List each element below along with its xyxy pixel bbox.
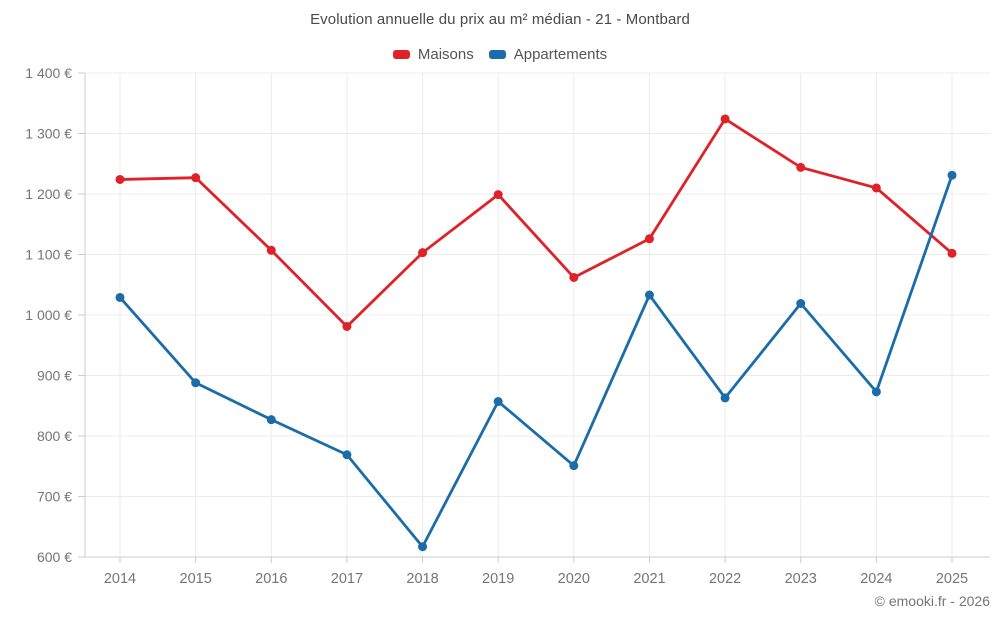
legend-label-appartements: Appartements bbox=[513, 46, 608, 63]
x-axis-tick-label: 2025 bbox=[936, 571, 968, 587]
x-axis-tick-label: 2023 bbox=[785, 571, 817, 587]
data-point-appartements-2020 bbox=[569, 461, 579, 471]
y-axis-tick-label: 1 300 € bbox=[25, 126, 72, 142]
data-point-maisons-2015 bbox=[191, 173, 201, 183]
y-axis-tick-label: 900 € bbox=[37, 368, 72, 384]
x-axis-tick-label: 2022 bbox=[709, 571, 741, 587]
data-point-maisons-2024 bbox=[871, 183, 881, 193]
data-point-appartements-2015 bbox=[191, 378, 201, 388]
data-point-maisons-2017 bbox=[342, 321, 352, 331]
grid-horizontal bbox=[78, 72, 990, 558]
series-maisons bbox=[115, 114, 957, 331]
data-point-maisons-2025 bbox=[947, 248, 957, 258]
x-axis-tick-label: 2018 bbox=[406, 571, 438, 587]
x-axis-tick-label: 2017 bbox=[331, 571, 363, 587]
y-axis-tick-label: 1 400 € bbox=[25, 65, 72, 81]
legend-label-maisons: Maisons bbox=[417, 46, 474, 63]
data-point-appartements-2025 bbox=[947, 170, 957, 180]
x-axis-tick-label: 2015 bbox=[180, 571, 212, 587]
axes bbox=[84, 73, 990, 558]
series-line-appartements bbox=[118, 173, 954, 549]
chart-title: Evolution annuelle du prix au m² médian … bbox=[310, 11, 690, 28]
data-point-appartements-2019 bbox=[493, 397, 503, 407]
footer-credit: © emooki.fr - 2026 bbox=[874, 593, 990, 609]
chart-legend: Maisons Appartements bbox=[0, 46, 1000, 63]
x-axis-tick-label: 2020 bbox=[558, 571, 590, 587]
data-point-appartements-2014 bbox=[115, 292, 125, 302]
y-axis-tick-label: 700 € bbox=[37, 489, 72, 505]
data-point-appartements-2016 bbox=[266, 415, 276, 425]
y-axis-tick-label: 800 € bbox=[37, 428, 72, 444]
data-point-appartements-2022 bbox=[720, 393, 730, 403]
data-point-maisons-2020 bbox=[569, 272, 579, 282]
data-point-appartements-2024 bbox=[871, 387, 881, 397]
data-point-maisons-2014 bbox=[115, 174, 125, 184]
data-point-appartements-2017 bbox=[342, 450, 352, 460]
data-point-maisons-2018 bbox=[418, 248, 428, 258]
x-axis-labels: 2014 2015 2016 2017 2018 2019 2020 2021 2022 2023… bbox=[104, 557, 968, 587]
y-axis-labels: 600 € 700 € 800 € 900 € 1 000 € 1 100 € 1 200 … bbox=[25, 65, 72, 565]
legend-swatch-appartements-icon bbox=[488, 50, 506, 59]
data-point-maisons-2022 bbox=[720, 114, 730, 124]
data-point-appartements-2023 bbox=[796, 299, 806, 309]
legend-item-maisons[interactable]: Maisons bbox=[392, 46, 474, 63]
y-axis-tick-label: 1 100 € bbox=[25, 247, 72, 263]
data-point-maisons-2016 bbox=[266, 245, 276, 255]
legend-swatch-maisons-icon bbox=[392, 50, 410, 59]
data-point-appartements-2021 bbox=[644, 290, 654, 300]
data-point-maisons-2019 bbox=[493, 190, 503, 200]
data-point-appartements-2018 bbox=[418, 542, 428, 552]
series-line-maisons bbox=[118, 117, 954, 328]
x-axis-tick-label: 2019 bbox=[482, 571, 514, 587]
y-axis-tick-label: 600 € bbox=[37, 549, 72, 565]
x-axis-tick-label: 2021 bbox=[633, 571, 665, 587]
series-appartements bbox=[115, 170, 957, 552]
x-axis-tick-label: 2014 bbox=[104, 571, 136, 587]
y-axis-tick-label: 1 200 € bbox=[25, 186, 72, 202]
legend-item-appartements[interactable]: Appartements bbox=[488, 46, 608, 63]
data-point-maisons-2023 bbox=[796, 162, 806, 172]
x-axis-tick-label: 2024 bbox=[860, 571, 892, 587]
y-axis-tick-label: 1 000 € bbox=[25, 307, 72, 323]
data-point-maisons-2021 bbox=[644, 234, 654, 244]
x-axis-tick-label: 2016 bbox=[255, 571, 287, 587]
